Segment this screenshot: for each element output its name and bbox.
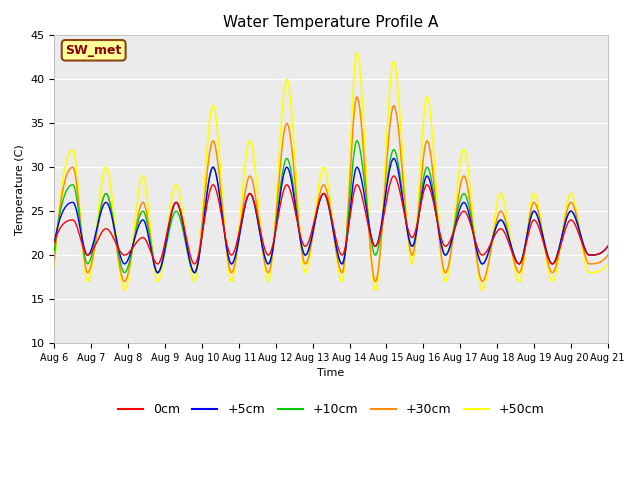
Text: SW_met: SW_met: [65, 44, 122, 57]
Legend: 0cm, +5cm, +10cm, +30cm, +50cm: 0cm, +5cm, +10cm, +30cm, +50cm: [113, 398, 550, 421]
X-axis label: Time: Time: [317, 368, 345, 378]
Title: Water Temperature Profile A: Water Temperature Profile A: [223, 15, 439, 30]
Y-axis label: Temperature (C): Temperature (C): [15, 144, 25, 235]
